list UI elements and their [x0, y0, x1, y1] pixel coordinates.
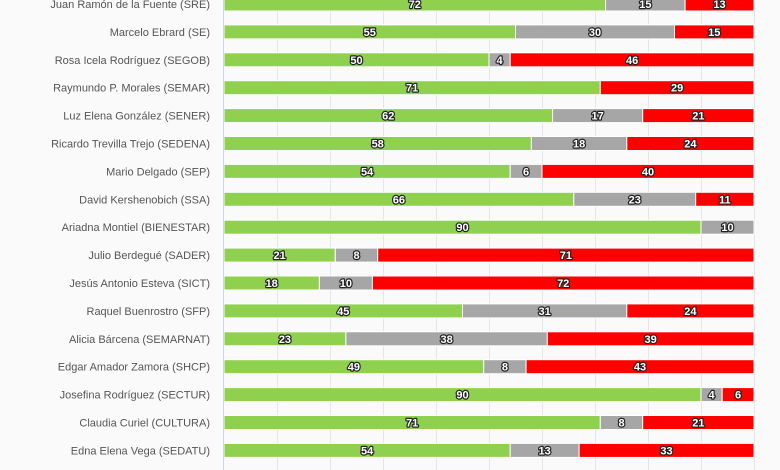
data-label: 71 — [406, 83, 418, 95]
category-labels: Juan Ramón de la Fuente (SRE) Marcelo Ebr… — [50, 0, 210, 457]
bar-segment-gray — [700, 219, 755, 235]
category-label: Edna Elena Vega (SEDATU) — [71, 445, 210, 457]
bar-segment-red — [642, 415, 755, 430]
category-label: Ricardo Trevilla Trejo (SEDENA) — [51, 139, 210, 151]
data-label: 72 — [557, 278, 569, 290]
data-label: 49 — [348, 362, 360, 374]
data-label: 4 — [709, 390, 716, 402]
category-label: Ariadna Montiel (BIENESTAR) — [62, 222, 210, 234]
category-label: David Kershenobich (SSA) — [79, 194, 210, 206]
bar-segment-red — [509, 52, 755, 68]
data-label: 29 — [671, 83, 683, 95]
data-label: 21 — [692, 418, 704, 430]
data-label: 39 — [645, 334, 657, 346]
bar-segment-red — [684, 0, 755, 12]
data-label: 33 — [660, 445, 672, 457]
data-label: 10 — [721, 222, 733, 234]
data-label: 23 — [629, 194, 641, 206]
data-label: 30 — [589, 27, 601, 39]
category-label: Rosa Icela Rodríguez (SEGOB) — [55, 55, 210, 67]
bar-segment-red — [721, 387, 755, 403]
data-label: 4 — [497, 55, 504, 67]
data-label: 46 — [626, 55, 638, 67]
category-label: Jesús Antonio Esteva (SICT) — [69, 278, 210, 290]
data-label: 71 — [560, 250, 572, 262]
bar-segment-red — [626, 136, 755, 151]
category-label: Edgar Amador Zamora (SHCP) — [58, 362, 210, 374]
data-label: 72 — [409, 0, 421, 11]
data-label: 6 — [523, 166, 529, 178]
data-label: 55 — [364, 27, 376, 39]
category-label: Marcelo Ebrard (SE) — [110, 27, 210, 39]
data-label: 40 — [642, 166, 654, 178]
data-label: 10 — [340, 278, 352, 290]
data-label: 45 — [337, 306, 349, 318]
data-label: 66 — [393, 194, 405, 206]
bar-segment-red — [377, 247, 755, 263]
data-label: 24 — [684, 139, 697, 151]
category-label: Mario Delgado (SEP) — [106, 166, 210, 178]
data-label: 90 — [456, 222, 468, 234]
data-label: 18 — [573, 139, 585, 151]
data-label: 17 — [592, 111, 604, 123]
category-label: Juan Ramón de la Fuente (SRE) — [50, 0, 210, 11]
data-label: 31 — [539, 306, 551, 318]
data-label: 13 — [539, 445, 551, 457]
data-label: 24 — [684, 306, 697, 318]
category-label: Julio Berdegué (SADER) — [88, 250, 210, 262]
bar-segment-red — [674, 24, 755, 40]
category-label: Luz Elena González (SENER) — [63, 111, 210, 123]
data-label: 58 — [372, 139, 384, 151]
category-label: Raquel Buenrostro (SFP) — [87, 306, 211, 318]
category-label: Alicia Bárcena (SEMARNAT) — [69, 334, 210, 346]
category-label: Josefina Rodríguez (SECTUR) — [60, 390, 210, 402]
data-label: 43 — [634, 362, 646, 374]
bar-segment-red — [578, 442, 755, 458]
data-label: 50 — [350, 55, 362, 67]
bar-segment-red — [599, 80, 755, 96]
bar-segment-red — [371, 275, 755, 291]
bar-segment-red — [642, 108, 755, 124]
data-label: 21 — [692, 111, 704, 123]
data-label: 6 — [735, 390, 741, 402]
data-label: 23 — [279, 334, 291, 346]
data-label: 71 — [406, 418, 418, 430]
data-label: 15 — [708, 27, 720, 39]
bar-segment-red — [695, 191, 755, 207]
data-label: 13 — [713, 0, 725, 11]
data-label: 8 — [618, 418, 624, 430]
data-label: 15 — [639, 0, 651, 11]
data-label: 21 — [274, 250, 286, 262]
data-label: 54 — [361, 166, 374, 178]
bars — [223, 0, 755, 458]
category-label: Raymundo P. Morales (SEMAR) — [53, 83, 210, 95]
bar-segment-red — [525, 359, 755, 375]
category-label: Claudia Curiel (CULTURA) — [79, 418, 210, 430]
bar-segment-red — [626, 303, 755, 319]
data-label: 62 — [382, 111, 394, 123]
data-label: 90 — [456, 390, 468, 402]
data-label: 38 — [440, 334, 452, 346]
data-label: 8 — [502, 362, 508, 374]
data-label: 54 — [361, 445, 374, 457]
data-label: 11 — [719, 194, 731, 206]
bar-segment-red — [546, 331, 755, 347]
data-label: 18 — [266, 278, 278, 290]
bar-segment-red — [541, 163, 755, 179]
data-label: 8 — [353, 250, 359, 262]
